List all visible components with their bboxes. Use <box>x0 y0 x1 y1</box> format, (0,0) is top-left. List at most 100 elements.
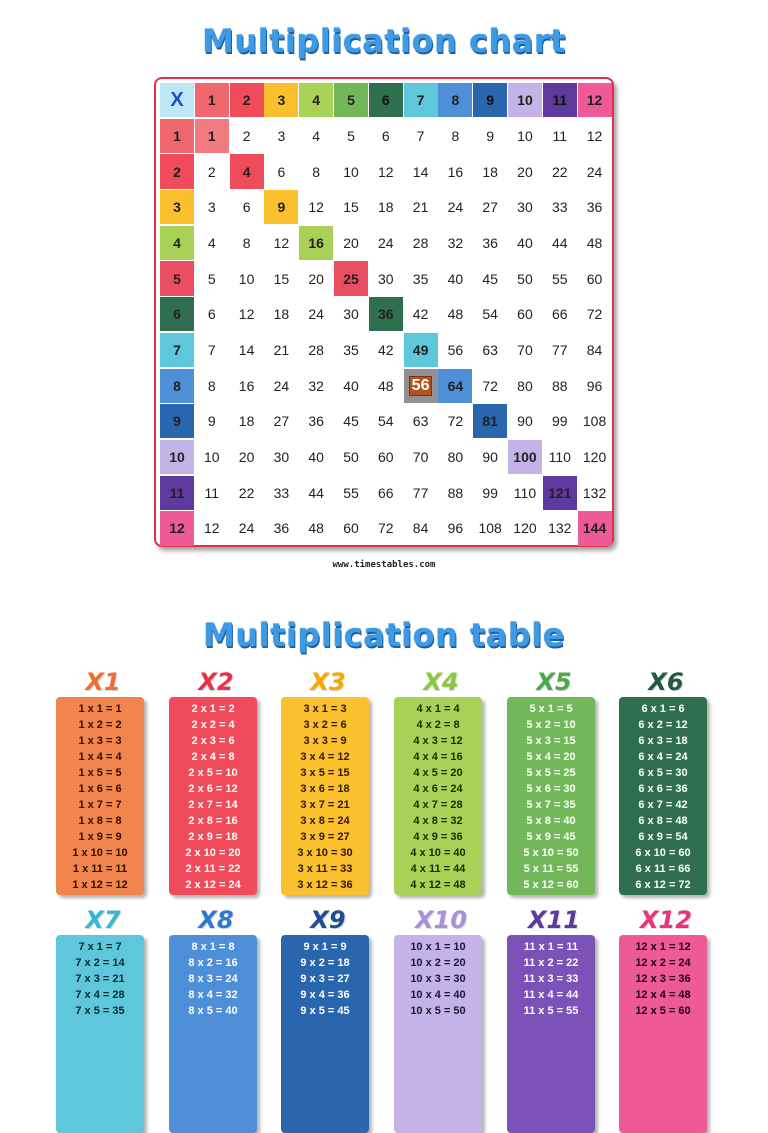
col-header-2: 2 <box>229 83 264 118</box>
col-header-8: 8 <box>438 83 473 118</box>
times-table-line: 6 x 9 = 54 <box>638 831 688 843</box>
times-table-card: X9 9 x 1 = 9 9 x 2 = 18 9 x 3 = 27 9 x 4 = 3… <box>281 907 375 1133</box>
product-cell: 36 <box>368 297 403 332</box>
product-cell: 30 <box>517 199 533 216</box>
product-cell: 20 <box>343 234 359 251</box>
times-table-line: 7 x 1 = 7 <box>78 941 122 953</box>
product-cell: 60 <box>517 306 533 323</box>
times-table-line: 8 x 3 = 24 <box>188 973 238 985</box>
product-cell: 66 <box>377 484 394 501</box>
times-table-line: 4 x 8 = 32 <box>413 815 463 827</box>
product-cell: 12 <box>238 306 255 323</box>
times-table-line: 3 x 1 = 3 <box>303 703 347 715</box>
product-cell: 4 <box>207 234 216 251</box>
product-cell: 11 <box>204 484 220 501</box>
times-table-line: 4 x 2 = 8 <box>416 719 460 731</box>
times-table-line: 7 x 5 = 35 <box>75 1005 125 1017</box>
times-table-line: 12 x 2 = 24 <box>635 957 691 969</box>
times-table-line: 1 x 4 = 4 <box>78 751 122 763</box>
product-cell: 72 <box>447 413 464 430</box>
times-table-label: X5 <box>536 668 572 696</box>
product-cell: 2 <box>242 127 251 144</box>
times-table-line: 1 x 6 = 6 <box>78 783 122 795</box>
product-cell: 6 <box>277 163 286 180</box>
product-cell: 12 <box>586 127 603 144</box>
product-cell: 121 <box>542 475 577 510</box>
times-table-line: 12 x 4 = 48 <box>635 989 691 1001</box>
times-table-line: 5 x 8 = 40 <box>526 815 576 827</box>
times-table-line: 3 x 7 = 21 <box>300 799 350 811</box>
times-table-card: X4 4 x 1 = 4 4 x 2 = 8 4 x 3 = 12 4 x 4 = 16… <box>394 669 488 895</box>
product-cell: 11 <box>552 127 568 144</box>
times-table-body: 6 x 1 = 6 6 x 2 = 12 6 x 3 = 18 6 x 4 = 24 6… <box>619 697 707 895</box>
times-table-line: 4 x 6 = 24 <box>413 783 463 795</box>
product-cell: 30 <box>377 270 394 287</box>
product-cell: 18 <box>273 306 290 323</box>
product-cell: 18 <box>377 199 394 216</box>
col-header-9: 9 <box>473 83 508 118</box>
product-cell: 27 <box>273 413 290 430</box>
product-cell: 60 <box>343 520 359 537</box>
times-table-line: 1 x 7 = 7 <box>78 799 122 811</box>
times-table-line: 4 x 5 = 20 <box>413 767 463 779</box>
product-cell: 88 <box>551 377 568 394</box>
times-table-line: 11 x 1 = 11 <box>523 941 579 953</box>
product-cell: 24 <box>308 306 324 323</box>
product-cell: 35 <box>412 270 429 287</box>
product-cell: 32 <box>447 234 464 251</box>
col-header-3: 3 <box>264 83 299 118</box>
product-cell: 96 <box>586 377 603 394</box>
times-table-line: 11 x 4 = 44 <box>523 989 579 1001</box>
times-table-line: 6 x 5 = 30 <box>638 767 688 779</box>
product-cell: 80 <box>447 449 464 466</box>
product-cell: 110 <box>513 484 537 501</box>
times-table-line: 4 x 12 = 48 <box>410 879 466 891</box>
row-header-6: 6 <box>160 297 194 332</box>
times-table-label: X7 <box>85 906 121 934</box>
times-table-body: 2 x 1 = 2 2 x 2 = 4 2 x 3 = 6 2 x 4 = 8 2 x … <box>169 697 257 895</box>
product-cell: 2 <box>207 163 216 180</box>
times-table-line: 1 x 8 = 8 <box>78 815 122 827</box>
times-table-line: 11 x 3 = 33 <box>523 973 579 985</box>
times-table-line: 8 x 5 = 40 <box>188 1005 238 1017</box>
product-cell: 20 <box>238 449 255 466</box>
product-cell: 5 <box>347 127 355 144</box>
times-table-line: 4 x 1 = 4 <box>416 703 460 715</box>
product-cell: 60 <box>586 270 603 287</box>
times-table-line: 12 x 1 = 12 <box>635 941 691 953</box>
product-cell: 20 <box>517 163 533 180</box>
product-cell: 99 <box>551 413 568 430</box>
multiplication-chart: X 1 2 3 4 5 6 7 8 9 10 11 12 1 1 2 3 4 5 6 7 8 9 10 11 12 2 2 4 6 8 10 1… <box>154 77 614 547</box>
times-table-label: X10 <box>415 906 467 934</box>
product-cell: 56 <box>447 341 464 358</box>
times-table-line: 10 x 5 = 50 <box>410 1005 466 1017</box>
product-cell: 25 <box>333 261 368 296</box>
product-cell: 144 <box>577 511 612 546</box>
product-cell: 100 <box>507 439 542 475</box>
product-cell: 3 <box>207 199 216 216</box>
times-table-line: 2 x 6 = 12 <box>188 783 238 795</box>
times-table-line: 11 x 5 = 55 <box>523 1005 579 1017</box>
times-table-line: 5 x 11 = 55 <box>523 863 579 875</box>
times-table-line: 1 x 9 = 9 <box>78 831 122 843</box>
times-table-line: 6 x 10 = 60 <box>635 847 691 859</box>
times-table-line: 5 x 1 = 5 <box>529 703 573 715</box>
times-table-line: 3 x 11 = 33 <box>297 863 353 875</box>
times-table-line: 2 x 2 = 4 <box>191 719 235 731</box>
times-table-line: 5 x 6 = 30 <box>526 783 576 795</box>
product-cell: 77 <box>412 484 429 501</box>
product-cell: 32 <box>308 377 324 394</box>
times-table-line: 6 x 12 = 72 <box>635 879 691 891</box>
times-table-line: 2 x 4 = 8 <box>191 751 235 763</box>
product-cell: 4 <box>312 127 321 144</box>
product-cell: 84 <box>586 341 603 358</box>
times-table-line: 5 x 12 = 60 <box>523 879 579 891</box>
col-header-12: 12 <box>577 83 612 118</box>
times-table-line: 3 x 4 = 12 <box>300 751 350 763</box>
highlighted-product: 56 <box>408 375 433 396</box>
times-table-line: 2 x 9 = 18 <box>188 831 238 843</box>
product-cell: 8 <box>207 377 216 394</box>
product-cell: 42 <box>412 306 429 323</box>
times-table-line: 5 x 7 = 35 <box>526 799 576 811</box>
